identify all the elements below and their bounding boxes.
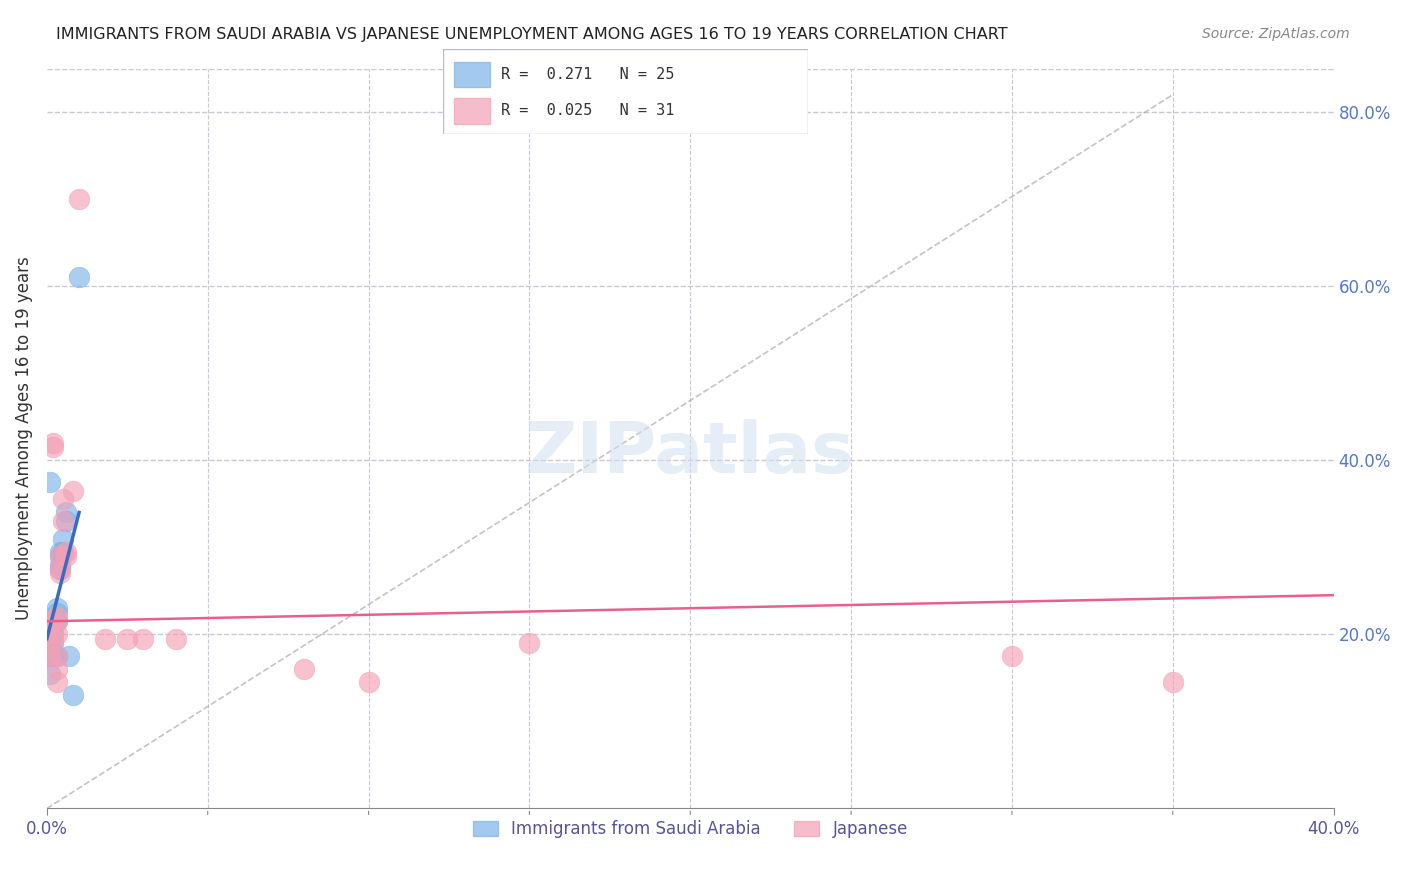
- Point: [1161, 675, 1184, 690]
- FancyBboxPatch shape: [454, 98, 491, 124]
- Point: [52, 544, 75, 558]
- Point: [58, 649, 80, 664]
- Point: [52, 492, 75, 507]
- Point: [42, 632, 65, 646]
- Point: [132, 632, 155, 646]
- Point: [39, 666, 62, 681]
- Point: [292, 662, 315, 676]
- Point: [49, 566, 72, 581]
- FancyBboxPatch shape: [443, 49, 808, 134]
- Point: [55, 549, 77, 563]
- Point: [49, 549, 72, 563]
- Point: [45, 662, 67, 676]
- Y-axis label: Unemployment Among Ages 16 to 19 years: Unemployment Among Ages 16 to 19 years: [15, 257, 32, 620]
- Point: [357, 675, 380, 690]
- Point: [49, 558, 72, 572]
- Point: [45, 675, 67, 690]
- Point: [55, 514, 77, 528]
- Point: [49, 549, 72, 563]
- Text: R =  0.025   N = 31: R = 0.025 N = 31: [502, 103, 675, 119]
- Text: ZIPatlas: ZIPatlas: [526, 418, 855, 488]
- Point: [55, 506, 77, 520]
- Point: [39, 615, 62, 629]
- Point: [45, 649, 67, 664]
- Point: [45, 615, 67, 629]
- Point: [42, 627, 65, 641]
- Legend: Immigrants from Saudi Arabia, Japanese: Immigrants from Saudi Arabia, Japanese: [467, 814, 914, 845]
- Point: [39, 475, 62, 489]
- Point: [39, 640, 62, 655]
- Text: R =  0.271   N = 25: R = 0.271 N = 25: [502, 67, 675, 82]
- Point: [39, 649, 62, 664]
- Point: [62, 483, 84, 498]
- Point: [42, 435, 65, 450]
- Point: [42, 440, 65, 454]
- Point: [39, 632, 62, 646]
- Point: [165, 632, 187, 646]
- Point: [62, 688, 84, 702]
- Point: [39, 623, 62, 637]
- Point: [1001, 649, 1024, 664]
- Point: [42, 649, 65, 664]
- Point: [67, 270, 90, 285]
- Point: [519, 636, 541, 650]
- Point: [45, 615, 67, 629]
- Point: [45, 627, 67, 641]
- Point: [45, 601, 67, 615]
- Point: [67, 192, 90, 206]
- Point: [39, 649, 62, 664]
- Text: Source: ZipAtlas.com: Source: ZipAtlas.com: [1202, 27, 1350, 41]
- Point: [45, 606, 67, 620]
- Point: [55, 544, 77, 558]
- Text: IMMIGRANTS FROM SAUDI ARABIA VS JAPANESE UNEMPLOYMENT AMONG AGES 16 TO 19 YEARS : IMMIGRANTS FROM SAUDI ARABIA VS JAPANESE…: [56, 27, 1008, 42]
- Point: [117, 632, 139, 646]
- Point: [45, 649, 67, 664]
- Point: [52, 532, 75, 546]
- Point: [49, 562, 72, 576]
- Point: [49, 544, 72, 558]
- Point: [52, 514, 75, 528]
- Point: [42, 636, 65, 650]
- Point: [45, 610, 67, 624]
- FancyBboxPatch shape: [454, 62, 491, 87]
- Point: [94, 632, 117, 646]
- Point: [49, 562, 72, 576]
- Point: [39, 623, 62, 637]
- Point: [42, 618, 65, 632]
- Point: [39, 640, 62, 655]
